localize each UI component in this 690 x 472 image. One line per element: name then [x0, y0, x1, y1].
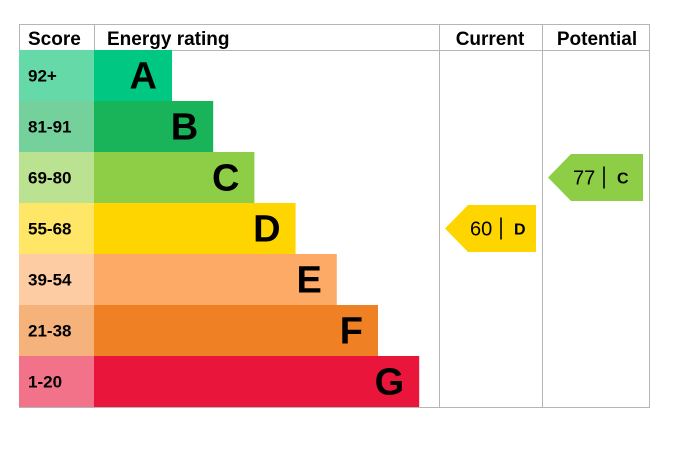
score-cell — [19, 305, 94, 356]
rating-bar — [94, 152, 255, 203]
score-label: 92+ — [28, 67, 57, 86]
potential-header: Potential — [557, 29, 637, 50]
rating-letter: E — [296, 260, 321, 302]
score-label: 81-91 — [28, 118, 71, 137]
current-rating-marker-letter: D — [514, 222, 526, 239]
rating-bar — [94, 203, 296, 254]
potential-rating-marker-letter: C — [617, 171, 629, 188]
score-header: Score — [28, 29, 81, 50]
energy-rating-header: Energy rating — [107, 29, 229, 50]
score-label: 39-54 — [28, 271, 72, 290]
current-rating-marker-arrow — [445, 205, 536, 252]
current-header: Current — [456, 29, 525, 50]
band-b: 81-91 B — [19, 101, 214, 152]
score-label: 55-68 — [28, 220, 71, 239]
rating-bar — [94, 254, 337, 305]
band-d: 55-68 D — [19, 203, 296, 254]
score-cell — [19, 356, 94, 407]
score-cell — [19, 50, 94, 101]
potential-rating-marker-value: 77 — [573, 168, 595, 190]
rating-letter: F — [340, 311, 363, 353]
score-cell — [19, 254, 94, 305]
potential-rating-marker: 77 C — [548, 154, 643, 201]
score-cell — [19, 101, 94, 152]
table-header: Score Energy rating Current Potential — [28, 29, 637, 50]
rating-markers: 60 D 77 C — [445, 154, 643, 252]
rating-bar — [94, 101, 214, 152]
rating-letter: B — [171, 107, 198, 149]
score-label: 21-38 — [28, 322, 71, 341]
rating-letter: D — [253, 209, 280, 251]
rating-letter: A — [130, 56, 157, 98]
score-cell — [19, 152, 94, 203]
score-label: 1-20 — [28, 373, 62, 392]
band-e: 39-54 E — [19, 254, 337, 305]
rating-bar — [94, 356, 420, 407]
band-f: 21-38 F — [19, 305, 378, 356]
band-c: 69-80 C — [19, 152, 255, 203]
score-cell — [19, 203, 94, 254]
rating-letter: C — [212, 158, 239, 200]
band-a: 92+ A — [19, 50, 172, 101]
rating-bands: 92+ A 81-91 B 69-80 C 55-68 D 39-54 E 21-38 F 1-20 G — [19, 50, 420, 407]
rating-bar — [94, 305, 378, 356]
current-rating-marker: 60 D — [445, 205, 536, 252]
rating-bar — [94, 50, 172, 101]
band-g: 1-20 G — [19, 356, 420, 407]
score-label: 69-80 — [28, 169, 71, 188]
rating-letter: G — [375, 362, 405, 404]
potential-rating-marker-arrow — [548, 154, 643, 201]
current-rating-marker-value: 60 — [470, 219, 492, 241]
